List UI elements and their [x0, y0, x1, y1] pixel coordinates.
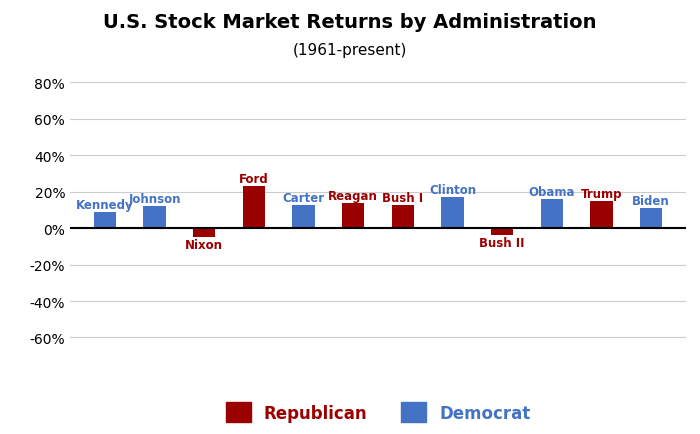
Text: Johnson: Johnson — [128, 193, 181, 206]
Text: Carter: Carter — [282, 191, 325, 204]
Bar — [342, 203, 364, 229]
Text: Bush I: Bush I — [382, 191, 424, 204]
Bar — [491, 229, 513, 236]
Bar — [540, 200, 563, 229]
Text: Obama: Obama — [528, 186, 575, 199]
Bar — [144, 207, 166, 229]
Text: Clinton: Clinton — [429, 184, 476, 197]
Bar — [392, 205, 414, 229]
Bar — [640, 209, 662, 229]
Bar — [441, 198, 463, 229]
Text: Biden: Biden — [632, 195, 670, 208]
Text: Nixon: Nixon — [185, 239, 223, 252]
Text: Trump: Trump — [581, 187, 622, 201]
Text: Ford: Ford — [239, 173, 269, 186]
Text: (1961-present): (1961-present) — [293, 43, 407, 58]
Bar — [193, 229, 216, 238]
Bar — [243, 187, 265, 229]
Text: Kennedy: Kennedy — [76, 198, 134, 211]
Legend: Republican, Democrat: Republican, Democrat — [219, 395, 537, 429]
Text: U.S. Stock Market Returns by Administration: U.S. Stock Market Returns by Administrat… — [104, 13, 596, 32]
Text: Bush II: Bush II — [480, 237, 525, 250]
Bar — [590, 201, 612, 229]
Text: Reagan: Reagan — [328, 189, 378, 202]
Bar — [94, 212, 116, 229]
Bar — [293, 205, 315, 229]
